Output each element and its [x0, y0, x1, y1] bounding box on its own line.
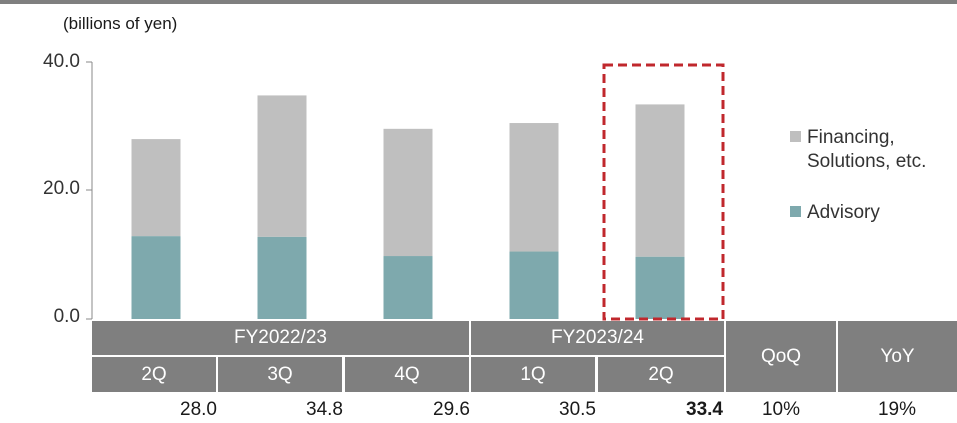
highlight-box: [602, 63, 725, 321]
top-rule: [0, 0, 957, 4]
yoy-value: 19%: [877, 399, 917, 420]
bar-financing-5: [635, 104, 685, 257]
fy2022-header: FY2022/23: [92, 321, 469, 355]
bar-financing-2: [257, 95, 307, 237]
fy2023-header: FY2023/24: [471, 321, 724, 355]
unit-label: (billions of yen): [63, 14, 178, 33]
bar-advisory-5: [635, 256, 685, 319]
quarter-header-3: 4Q: [345, 357, 469, 392]
y-tick-0: 0.0: [53, 306, 80, 327]
quarter-header-2: 3Q: [218, 357, 342, 392]
bar-advisory-3: [383, 256, 433, 319]
total-value-2: 34.8: [306, 399, 343, 420]
bar-financing-3: [383, 128, 433, 257]
y-tick-20: 20.0: [43, 178, 80, 199]
y-tick-40: 40.0: [43, 51, 80, 72]
bar-financing-1: [131, 139, 181, 237]
legend-swatch-financing: [790, 131, 801, 142]
legend-financing: Financing, Solutions, etc.: [790, 126, 926, 174]
total-value-1: 28.0: [180, 399, 217, 420]
qoq-header: QoQ: [726, 321, 836, 392]
legend-advisory: Advisory: [790, 201, 880, 225]
total-value-3: 29.6: [433, 399, 470, 420]
bar-advisory-2: [257, 236, 307, 319]
legend-financing-line1: Financing,: [807, 127, 895, 148]
legend-financing-line2: Solutions, etc.: [807, 151, 927, 172]
bar-advisory-1: [131, 236, 181, 319]
total-value-5: 33.4: [686, 399, 723, 420]
total-value-4: 30.5: [559, 399, 596, 420]
quarter-header-4: 1Q: [471, 357, 595, 392]
quarter-header-1: 2Q: [92, 357, 216, 392]
yoy-header: YoY: [838, 321, 957, 392]
bar-advisory-4: [509, 251, 559, 319]
quarter-header-5: 2Q: [598, 357, 724, 392]
legend-advisory-label: Advisory: [807, 202, 880, 223]
qoq-value: 10%: [761, 399, 801, 420]
legend-swatch-advisory: [790, 206, 801, 217]
bar-financing-4: [509, 123, 559, 252]
